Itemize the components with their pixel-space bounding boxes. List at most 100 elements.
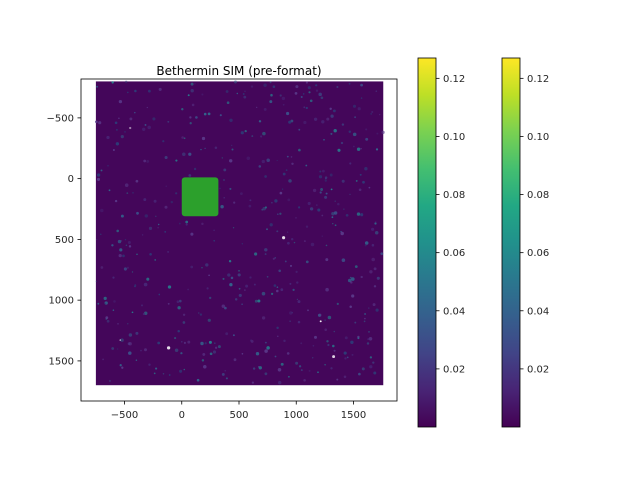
source-point (174, 337, 177, 340)
source-point (276, 230, 279, 233)
source-point (206, 287, 209, 290)
source-point (190, 232, 194, 236)
source-point (251, 381, 255, 384)
source-point (202, 352, 206, 356)
source-point (372, 303, 376, 307)
source-point (274, 199, 278, 203)
source-point (343, 208, 345, 210)
source-point (357, 107, 361, 111)
source-point (295, 361, 299, 365)
source-point (190, 89, 194, 93)
source-point (158, 293, 161, 296)
colorbar-tick-label: 0.08 (527, 190, 549, 201)
source-point (207, 318, 211, 322)
source-point (298, 128, 301, 131)
source-point (262, 206, 266, 211)
source-point (185, 223, 188, 226)
source-point (380, 252, 384, 256)
source-point (126, 192, 129, 194)
source-point (270, 93, 273, 97)
source-point (167, 285, 172, 289)
source-point (201, 93, 204, 96)
source-point (352, 104, 357, 108)
source-point (375, 148, 379, 151)
source-point (187, 340, 191, 344)
source-point (353, 145, 355, 148)
source-point (368, 331, 370, 333)
source-point (282, 172, 286, 176)
source-point (203, 112, 207, 116)
source-point (220, 204, 224, 209)
source-point (114, 199, 118, 203)
source-point (208, 274, 210, 277)
source-point (142, 312, 146, 316)
source-point (282, 103, 285, 106)
source-point (198, 312, 200, 314)
x-tick-label: 1500 (341, 410, 366, 421)
source-point (289, 311, 293, 315)
source-point (185, 220, 189, 224)
colorbar-tick-label: 0.02 (527, 364, 549, 375)
source-point (102, 358, 104, 361)
source-point (291, 162, 294, 166)
source-point (162, 372, 165, 375)
source-point (269, 81, 272, 84)
source-point (309, 207, 314, 211)
source-point (271, 201, 273, 204)
source-point (230, 276, 234, 280)
colorbar-tick-label: 0.04 (527, 306, 549, 317)
source-point (261, 291, 266, 296)
source-point (343, 351, 347, 355)
source-point (266, 346, 270, 350)
source-point (289, 264, 293, 267)
source-point (361, 367, 365, 371)
source-point (157, 223, 160, 226)
source-point (182, 152, 186, 157)
source-point (294, 92, 298, 95)
source-point (318, 92, 322, 97)
source-point (126, 266, 130, 269)
source-point (177, 329, 180, 333)
source-point (140, 349, 142, 352)
source-point (144, 348, 147, 352)
source-point (124, 131, 126, 133)
source-point (354, 265, 358, 268)
source-point (98, 121, 102, 125)
source-point (141, 234, 144, 236)
source-point (144, 123, 147, 126)
source-point (258, 120, 262, 123)
source-point (122, 254, 125, 258)
source-point (324, 319, 326, 321)
source-point (127, 323, 129, 325)
source-point (366, 342, 370, 345)
source-point (164, 155, 168, 160)
source-point (269, 223, 273, 227)
source-point (305, 260, 309, 264)
source-point (168, 374, 171, 376)
source-point (303, 120, 307, 125)
source-point (154, 259, 157, 261)
source-point (143, 159, 147, 163)
source-point (371, 243, 375, 247)
source-point (330, 114, 334, 118)
source-point (103, 296, 107, 301)
y-axis: −500 0 500 1000 1500 (47, 113, 81, 367)
source-point (100, 169, 103, 172)
y-tick-label: 1500 (49, 356, 74, 367)
source-point (167, 302, 170, 305)
source-point (288, 179, 292, 183)
source-point (300, 369, 303, 372)
source-point (221, 304, 226, 308)
source-point (224, 306, 227, 310)
source-point (340, 231, 344, 236)
source-point (349, 276, 352, 279)
source-point (228, 259, 232, 263)
source-point (333, 349, 336, 352)
source-point (111, 347, 115, 350)
source-point (368, 307, 370, 309)
source-point (105, 318, 108, 320)
source-point (332, 344, 335, 348)
source-point (300, 342, 303, 345)
source-point (272, 85, 276, 88)
source-point (248, 204, 252, 208)
